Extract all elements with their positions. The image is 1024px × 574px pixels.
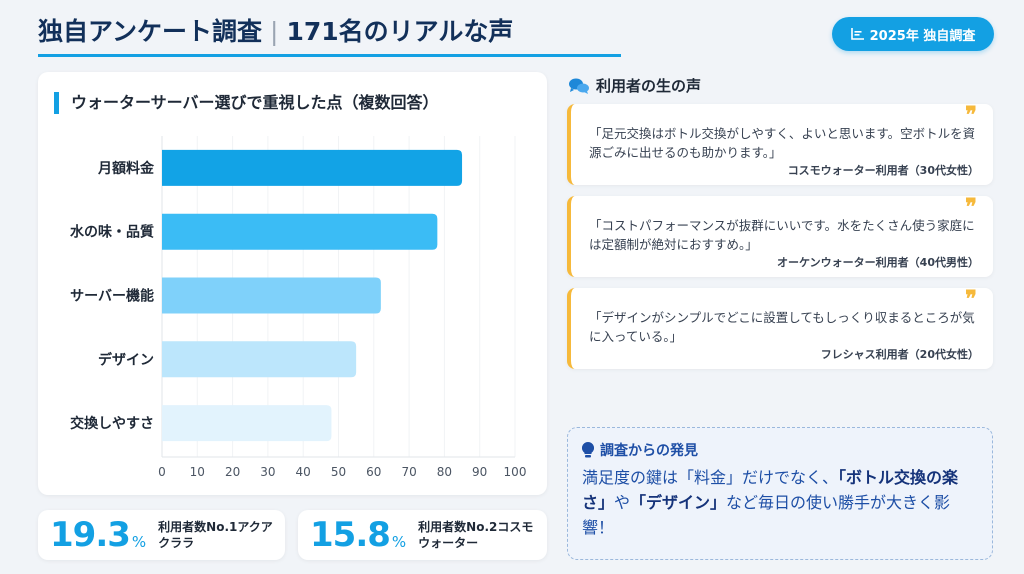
voice-card-2: ❞ 「コストパフォーマンスが抜群にいいです。水をたくさん使う家庭には定額制が絶対…	[567, 196, 993, 277]
stat-value: 19.3	[50, 515, 131, 555]
survey-badge: 2025年 独自調査	[832, 17, 994, 51]
insight-box: 調査からの発見 満足度の鍵は「料金」だけでなく、「ボトル交換の楽さ」や「デザイン…	[567, 427, 993, 560]
voice-text: 「足元交換はボトル交換がしやすく、よいと思います。空ボトルを資源ごみに出せるのも…	[589, 126, 976, 160]
voice-text: 「デザインがシンプルでどこに設置してもしっくり収まるところが気に入っている。」	[589, 310, 975, 344]
insight-emphasis: 「デザイン」	[630, 493, 727, 512]
chart-title: ウォーターサーバー選びで重視した点（複数回答）	[54, 92, 439, 114]
page-title: 独自アンケート調査 | 171名のリアルな声	[38, 12, 621, 57]
insight-body: 満足度の鍵は「料金」だけでなく、「ボトル交換の楽さ」や「デザイン」など毎日の使い…	[582, 465, 978, 540]
chart-card: ウォーターサーバー選びで重視した点（複数回答） 0 10 20 30 40 50 60 70 8…	[38, 72, 547, 495]
voice-text: 「コストパフォーマンスが抜群にいいです。水をたくさん使う家庭には定額制が絶対にお…	[589, 218, 975, 252]
voice-list: ❞ 「足元交換はボトル交換がしやすく、よいと思います。空ボトルを資源ごみに出せる…	[567, 104, 993, 369]
insight-text: 満足度の鍵は「料金」だけでなく、	[582, 468, 839, 487]
voice-card-1: ❞ 「足元交換はボトル交換がしやすく、よいと思います。空ボトルを資源ごみに出せる…	[567, 104, 993, 185]
category-label: 月額料金	[97, 160, 155, 177]
category-label: サーバー機能	[70, 288, 154, 305]
voices-title: 利用者の生の声	[596, 77, 702, 95]
quote-icon: ❞	[965, 102, 977, 128]
insight-emphasis: 「ボトル交換の楽さ」	[582, 468, 959, 512]
insight-heading: 調査からの発見	[582, 440, 978, 460]
voice-author: コスモウォーター利用者（30代女性）	[787, 164, 979, 177]
stat-value: 15.8	[310, 515, 391, 555]
stat-label: 利用者数No.1アクアクララ	[158, 520, 273, 550]
stat-card-2: 15.8% 利用者数No.2コスモウォーター	[298, 510, 547, 560]
x-tick-label: 20	[225, 465, 240, 479]
x-tick-label: 80	[437, 465, 452, 479]
comments-icon	[569, 78, 589, 94]
x-tick-label: 10	[190, 465, 205, 479]
bar	[162, 341, 357, 378]
stat-card-1: 19.3% 利用者数No.1アクアクララ	[38, 510, 285, 560]
bar	[162, 405, 332, 442]
category-label: 交換しやすさ	[70, 415, 154, 432]
insight-text: など毎日の使い勝手が大きく影響！	[582, 493, 951, 537]
voice-author: フレシャス利用者（20代女性）	[820, 348, 979, 361]
x-tick-label: 100	[504, 465, 527, 479]
insight-text: や	[614, 493, 631, 512]
stat-label: 利用者数No.2コスモウォーター	[418, 520, 534, 550]
x-tick-label: 90	[472, 465, 487, 479]
voice-card-3: ❞ 「デザインがシンプルでどこに設置してもしっくり収まるところが気に入っている。…	[567, 288, 993, 369]
x-tick-label: 40	[296, 465, 311, 479]
x-tick-label: 70	[401, 465, 416, 479]
stat-unit: %	[131, 533, 147, 551]
voices-heading: 利用者の生の声	[568, 75, 701, 96]
voice-author: オーケンウォーター利用者（40代男性）	[777, 256, 979, 269]
stat-unit: %	[391, 533, 407, 551]
quote-icon: ❞	[965, 286, 977, 312]
x-tick-label: 60	[366, 465, 381, 479]
insight-title: 調査からの発見	[600, 443, 698, 459]
lightbulb-icon	[582, 442, 594, 458]
bar-chart: 0 10 20 30 40 50 60 70 80 90 100 月額料金水の味・品質サーバー機能デザ…	[70, 136, 527, 479]
x-tick-label: 30	[260, 465, 275, 479]
category-label: 水の味・品質	[70, 224, 154, 241]
title-main: 独自アンケート調査	[38, 17, 263, 46]
category-label: デザイン	[98, 351, 154, 368]
bar	[162, 149, 463, 186]
badge-label: 2025年 独自調査	[869, 28, 976, 44]
bar	[162, 277, 381, 314]
title-separator: |	[270, 17, 279, 46]
x-tick-label: 50	[331, 465, 346, 479]
title-sub: 171名のリアルな声	[286, 17, 514, 46]
chart-bar-icon	[850, 28, 864, 40]
bar	[162, 213, 438, 250]
x-tick-label: 0	[158, 465, 166, 479]
quote-icon: ❞	[965, 194, 977, 220]
